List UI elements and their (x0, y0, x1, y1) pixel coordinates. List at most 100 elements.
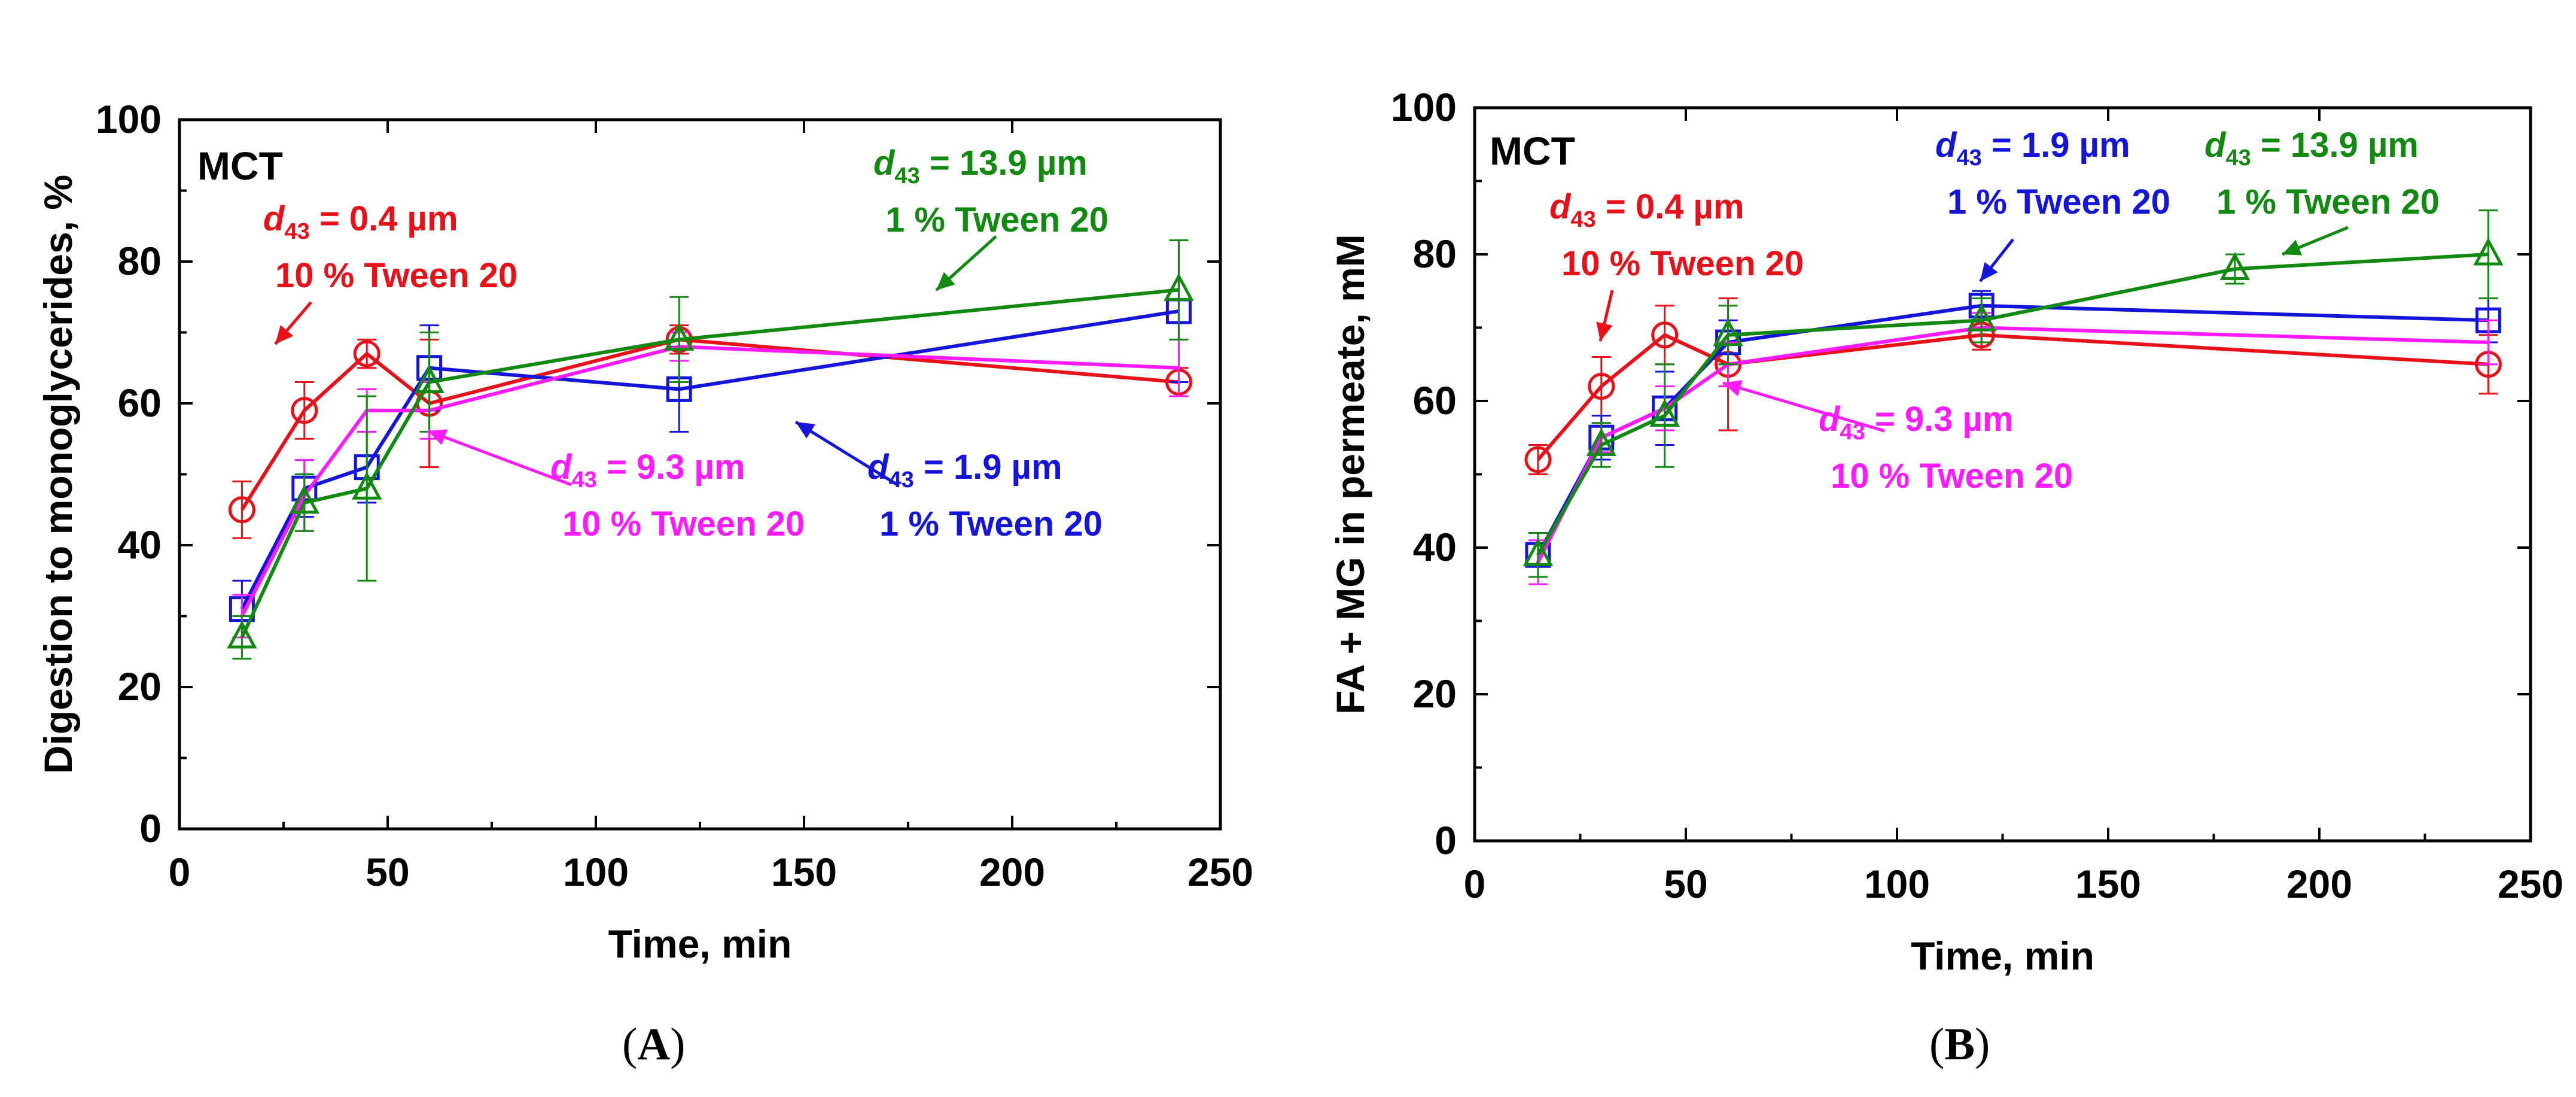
data-point (228, 496, 255, 524)
data-point (1523, 537, 1554, 566)
subscript: 43 (1570, 207, 1595, 232)
data-point (1713, 318, 1743, 347)
annotation-line2: 10 % Tween 20 (1831, 457, 2073, 496)
data-point (289, 485, 319, 514)
panel-caption: (A) (622, 1019, 686, 1069)
data-point (1966, 303, 1997, 332)
annotation-line1: d43 = 9.3 µm (550, 448, 745, 493)
data-point (1164, 273, 1194, 301)
annotation-line2: 10 % Tween 20 (275, 256, 517, 295)
annotation-line1: d43 = 1.9 µm (867, 448, 1062, 493)
data-point (1586, 428, 1616, 456)
value: = 13.9 µm (2251, 126, 2419, 165)
data-point (352, 471, 382, 500)
data-point (664, 323, 695, 351)
x-tick-label: 0 (1464, 862, 1486, 906)
symbol: d (1819, 400, 1841, 439)
x-tick-label: 200 (979, 850, 1045, 894)
series-3 (227, 239, 1194, 660)
annotation-red: d43 = 0.4 µm 10 % Tween 20 (1549, 187, 1804, 342)
symbol: d (2204, 126, 2227, 165)
y-axis-title: Digestion to monoglycerides, % (36, 175, 80, 774)
caption-open: ( (1929, 1019, 1944, 1069)
annotation-magenta: d43 = 9.3 µm 10 % Tween 20 (427, 429, 805, 543)
chart-panel-A: 0 50 100 150 200 250 0 20 40 60 80 100 Time, min Dige… (36, 97, 1253, 1069)
caption-letter: A (637, 1019, 670, 1069)
annotation-red: d43 = 0.4 µm 10 % Tween 20 (263, 199, 517, 345)
x-axis-title: Time, min (1911, 934, 2094, 978)
annotation-green: d43 = 13.9 µm 1 % Tween 20 (2204, 126, 2440, 256)
data-point (1524, 446, 1552, 473)
data-point (1177, 366, 1181, 370)
caption-close: ) (1975, 1019, 1990, 1069)
annotation-line2: 1 % Tween 20 (2216, 183, 2440, 221)
annotation-arrow (1722, 381, 1885, 433)
value: = 0.4 µm (1596, 187, 1744, 226)
subscript: 43 (284, 219, 309, 244)
caption-letter: B (1944, 1019, 1975, 1069)
x-tick-label: 50 (366, 850, 409, 894)
symbol: d (263, 199, 285, 238)
y-tick-label: 20 (118, 664, 162, 709)
symbol: d (873, 144, 896, 183)
annotation-line2: 1 % Tween 20 (885, 200, 1109, 239)
subscript: 43 (571, 467, 596, 493)
data-point (291, 397, 318, 424)
subscript: 43 (2225, 145, 2251, 171)
caption-close: ) (670, 1019, 685, 1069)
sample-label: MCT (197, 144, 283, 188)
annotation-line1: d43 = 1.9 µm (1935, 126, 2130, 171)
value: = 1.9 µm (1982, 126, 2130, 165)
annotation-line1: d43 = 13.9 µm (2204, 126, 2419, 171)
data-point (1649, 399, 1680, 427)
y-tick-label: 100 (96, 97, 162, 141)
annotation-green: d43 = 13.9 µm 1 % Tween 20 (873, 144, 1109, 291)
y-tick-label: 40 (118, 522, 162, 567)
y-axis-title: FA + MG in permeate, mM (1328, 234, 1372, 715)
y-tick-label: 40 (1413, 525, 1457, 569)
series-line (240, 338, 1179, 511)
series-line (1536, 326, 2489, 563)
x-tick-label: 0 (169, 850, 191, 894)
arrow-head (428, 429, 448, 445)
series-2 (1528, 312, 2498, 585)
annotation-magenta: d43 = 9.3 µm 10 % Tween 20 (1722, 380, 2073, 496)
y-tick-label: 60 (118, 381, 162, 425)
annotation-line2: 1 % Tween 20 (1947, 183, 2170, 221)
subscript: 43 (894, 163, 919, 189)
symbol: d (1935, 126, 1957, 165)
data-point (353, 340, 380, 367)
annotation-line2: 1 % Tween 20 (879, 505, 1103, 543)
y-tick-label: 0 (1435, 818, 1457, 862)
data-point (414, 365, 444, 393)
data-point (227, 620, 257, 649)
annotation-line2: 10 % Tween 20 (562, 505, 805, 543)
x-tick-label: 100 (1864, 862, 1930, 906)
arrow-head (796, 422, 815, 439)
value: = 9.3 µm (597, 448, 745, 487)
chart-panel-B: 0 50 100 150 200 250 0 20 40 60 80 100 Time, min FA +… (1328, 85, 2563, 1069)
x-tick-label: 250 (2498, 862, 2563, 906)
annotation-arrow (794, 420, 899, 487)
annotation-line1: d43 = 13.9 µm (873, 144, 1088, 189)
annotation-line2: 10 % Tween 20 (1561, 244, 1804, 283)
data-point (1651, 321, 1679, 349)
x-axis-title: Time, min (608, 922, 792, 966)
arrow-head (275, 325, 294, 344)
symbol: d (1549, 187, 1572, 226)
x-tick-label: 200 (2286, 862, 2352, 906)
arrow-head (2282, 239, 2303, 256)
data-point (2473, 237, 2504, 266)
subscript: 43 (1956, 145, 1981, 171)
annotation-blue: d43 = 1.9 µm 1 % Tween 20 (1935, 126, 2170, 282)
arrow-head (1596, 321, 1613, 341)
annotation-line1: d43 = 0.4 µm (263, 199, 458, 244)
annotation-blue: d43 = 1.9 µm 1 % Tween 20 (794, 420, 1103, 543)
x-tick-label: 100 (563, 850, 629, 894)
annotation-line1: d43 = 0.4 µm (1549, 187, 1744, 232)
y-tick-label: 100 (1391, 85, 1457, 129)
data-point (2219, 252, 2250, 280)
value: = 13.9 µm (920, 144, 1088, 183)
series-line (240, 288, 1179, 639)
value: = 1.9 µm (914, 448, 1062, 487)
